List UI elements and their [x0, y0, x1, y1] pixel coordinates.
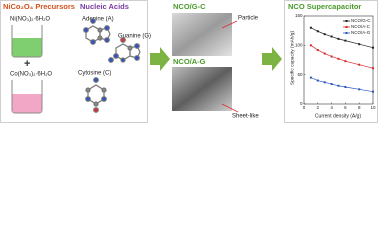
point	[358, 88, 361, 91]
co-salt: Co(NO₃)₂·6H₂O	[10, 72, 52, 78]
x-tick-label: 0	[303, 105, 306, 110]
point	[344, 60, 347, 63]
ag-note: Sheet-like	[232, 114, 259, 120]
ag-title: NCO/A-G	[173, 57, 206, 66]
left-panel	[0, 0, 148, 123]
point	[309, 26, 312, 29]
point	[323, 81, 326, 84]
precursors-title: NiCo₂O₄ Precursors	[3, 2, 75, 11]
point	[330, 55, 333, 58]
point	[309, 76, 312, 79]
point	[337, 84, 340, 87]
point	[309, 44, 312, 47]
graphical-abstract: NiCo₂O₄ Precursors Ni(NO₃)₂·6H₂O + Co(NO…	[0, 0, 378, 123]
legend-marker	[345, 26, 348, 28]
x-axis-label: Current density (A/g)	[315, 113, 361, 119]
legend-marker	[345, 32, 348, 34]
plus: +	[24, 58, 30, 70]
cytosine-molecule	[85, 77, 107, 113]
point	[344, 39, 347, 42]
nucleic-title: Nucleic Acids	[80, 2, 129, 11]
arrow-1	[150, 47, 170, 71]
adenine-molecule	[83, 18, 111, 45]
ag-pointer	[221, 103, 239, 113]
y-tick-label: 100	[295, 43, 303, 48]
gc-image	[172, 13, 232, 56]
point	[330, 35, 333, 38]
x-tick-label: 6	[344, 105, 347, 110]
x-tick-label: 4	[330, 105, 333, 110]
series-line	[310, 27, 374, 49]
point	[344, 85, 347, 88]
legend-marker	[345, 20, 348, 22]
point	[372, 46, 374, 49]
cytosine-label: Cytosine (C)	[78, 71, 111, 77]
x-tick-label: 8	[358, 105, 361, 110]
point	[316, 49, 319, 52]
adenine-label: Adenine (A)	[82, 17, 114, 23]
point	[323, 33, 326, 36]
gc-title: NCO/G-C	[173, 2, 206, 11]
point	[358, 63, 361, 66]
y-tick-label: 0	[300, 101, 303, 106]
gc-pointer	[221, 20, 238, 29]
legend-label: NCO/G-C	[351, 18, 371, 23]
point	[358, 43, 361, 46]
series-line	[310, 45, 374, 69]
point	[337, 57, 340, 60]
legend-label: NCO/A-G	[351, 30, 371, 35]
y-axis-label: Specific capacity (mAh/g)	[289, 31, 295, 86]
x-tick-label: 2	[317, 105, 320, 110]
point	[316, 79, 319, 82]
ni-salt: Ni(NO₃)₂·6H₂O	[10, 17, 50, 23]
y-tick-label: 50	[297, 72, 303, 77]
point	[337, 37, 340, 40]
plot-frame	[303, 15, 374, 105]
point	[372, 67, 374, 70]
y-tick-label: 150	[295, 13, 303, 18]
point	[323, 52, 326, 55]
point	[372, 90, 374, 93]
series-line	[310, 77, 374, 93]
ag-image	[172, 67, 232, 111]
beaker-ni	[11, 25, 43, 58]
guanine-label: Guanine (G)	[118, 34, 151, 40]
beaker-co	[11, 80, 43, 114]
gc-note: Particle	[238, 16, 259, 22]
legend-label: NCO/A-C	[351, 24, 371, 29]
point	[330, 83, 333, 86]
x-tick-label: 10	[370, 105, 376, 110]
chart-title: NCO Supercapacitor	[288, 2, 361, 11]
point	[316, 30, 319, 33]
guanine-molecule	[108, 37, 141, 63]
arrow-2	[262, 47, 282, 71]
